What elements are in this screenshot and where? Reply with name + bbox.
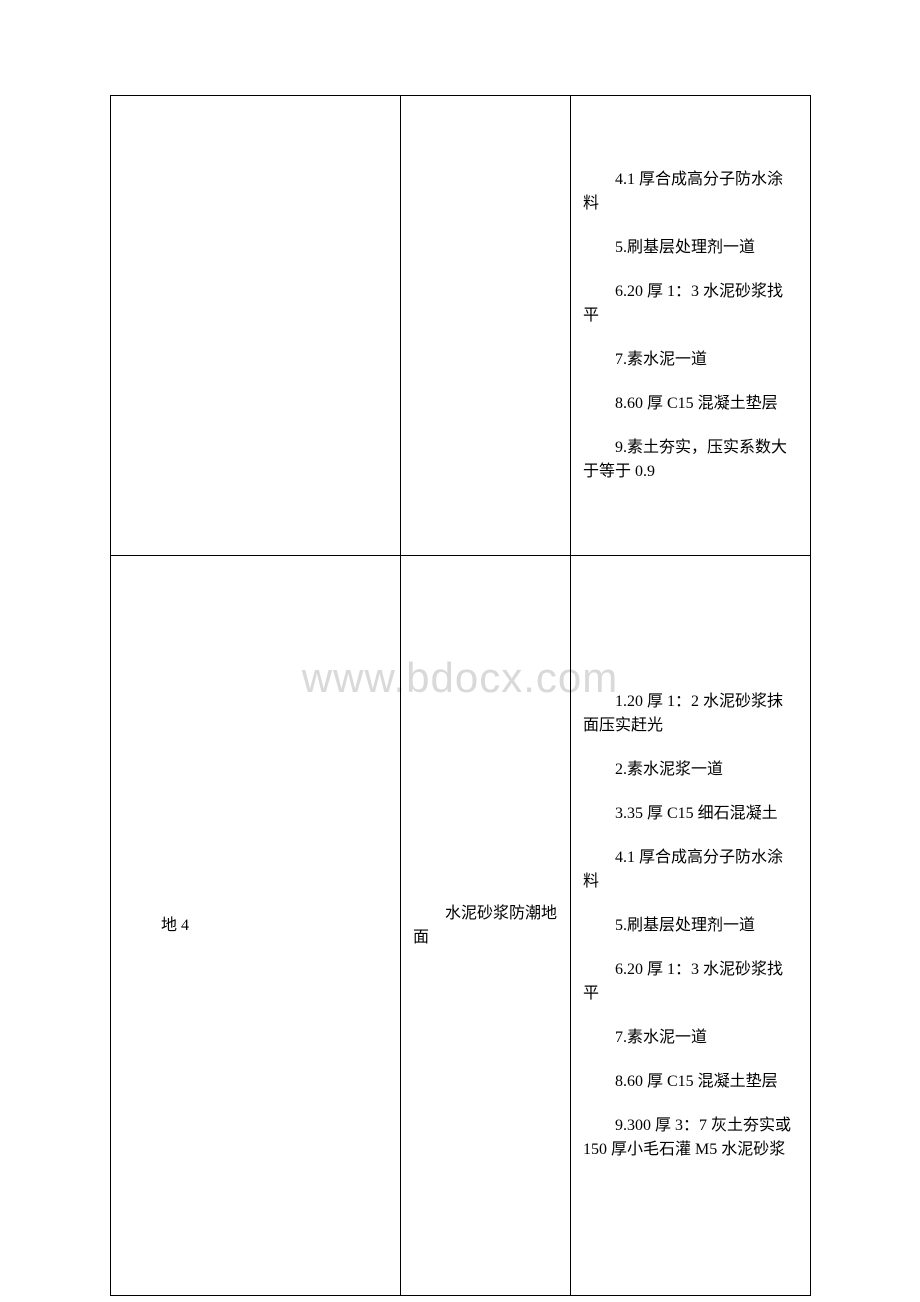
list-item: 6.20 厚 1：3 水泥砂浆找平 bbox=[571, 270, 810, 338]
cell-col3-row1: 4.1 厚合成高分子防水涂料 5.刷基层处理剂一道 6.20 厚 1：3 水泥砂… bbox=[571, 96, 811, 556]
list-item: 6.20 厚 1：3 水泥砂浆找平 bbox=[571, 948, 810, 1016]
list-item: 5.刷基层处理剂一道 bbox=[571, 226, 810, 270]
construction-table: 4.1 厚合成高分子防水涂料 5.刷基层处理剂一道 6.20 厚 1：3 水泥砂… bbox=[110, 95, 811, 1296]
col3-content: 4.1 厚合成高分子防水涂料 5.刷基层处理剂一道 6.20 厚 1：3 水泥砂… bbox=[571, 158, 810, 494]
list-item: 8.60 厚 C15 混凝土垫层 bbox=[571, 382, 810, 426]
col3-content: 1.20 厚 1：2 水泥砂浆抹面压实赶光 2.素水泥浆一道 3.35 厚 C1… bbox=[571, 680, 810, 1172]
col2-text: 水泥砂浆防潮地面 bbox=[401, 902, 570, 950]
cell-col3-row2: 1.20 厚 1：2 水泥砂浆抹面压实赶光 2.素水泥浆一道 3.35 厚 C1… bbox=[571, 556, 811, 1296]
cell-col2-row1 bbox=[401, 96, 571, 556]
list-item: 4.1 厚合成高分子防水涂料 bbox=[571, 836, 810, 904]
list-item: 5.刷基层处理剂一道 bbox=[571, 904, 810, 948]
table-row: 4.1 厚合成高分子防水涂料 5.刷基层处理剂一道 6.20 厚 1：3 水泥砂… bbox=[111, 96, 811, 556]
list-item: 8.60 厚 C15 混凝土垫层 bbox=[571, 1060, 810, 1104]
cell-col2-row2: 水泥砂浆防潮地面 bbox=[401, 556, 571, 1296]
list-item: 1.20 厚 1：2 水泥砂浆抹面压实赶光 bbox=[571, 680, 810, 748]
list-item: 4.1 厚合成高分子防水涂料 bbox=[571, 158, 810, 226]
list-item: 7.素水泥一道 bbox=[571, 1016, 810, 1060]
table-row: 地 4 水泥砂浆防潮地面 1.20 厚 1：2 水泥砂浆抹面压实赶光 2.素水泥… bbox=[111, 556, 811, 1296]
list-item: 9.300 厚 3：7 灰土夯实或 150 厚小毛石灌 M5 水泥砂浆 bbox=[571, 1104, 810, 1172]
cell-col1-row1 bbox=[111, 96, 401, 556]
col1-text: 地 4 bbox=[111, 914, 400, 938]
cell-col1-row2: 地 4 bbox=[111, 556, 401, 1296]
page-container: 4.1 厚合成高分子防水涂料 5.刷基层处理剂一道 6.20 厚 1：3 水泥砂… bbox=[0, 0, 920, 1296]
list-item: 9.素土夯实，压实系数大于等于 0.9 bbox=[571, 426, 810, 494]
list-item: 3.35 厚 C15 细石混凝土 bbox=[571, 792, 810, 836]
list-item: 7.素水泥一道 bbox=[571, 338, 810, 382]
list-item: 2.素水泥浆一道 bbox=[571, 748, 810, 792]
